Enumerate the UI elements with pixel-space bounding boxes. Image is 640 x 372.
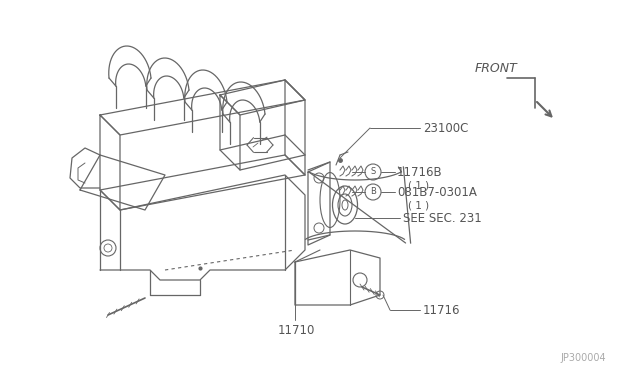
- Text: FRONT: FRONT: [475, 61, 518, 74]
- Text: 11716: 11716: [423, 304, 461, 317]
- Text: B: B: [370, 187, 376, 196]
- Text: 11710: 11710: [278, 324, 316, 337]
- Text: 23100C: 23100C: [423, 122, 468, 135]
- Text: SEE SEC. 231: SEE SEC. 231: [403, 212, 482, 224]
- Text: ( 1 ): ( 1 ): [408, 180, 429, 190]
- Text: JP300004: JP300004: [560, 353, 605, 363]
- Text: S: S: [371, 167, 376, 176]
- Text: 081B7-0301A: 081B7-0301A: [397, 186, 477, 199]
- Text: 11716B: 11716B: [397, 166, 443, 179]
- Text: ( 1 ): ( 1 ): [408, 200, 429, 210]
